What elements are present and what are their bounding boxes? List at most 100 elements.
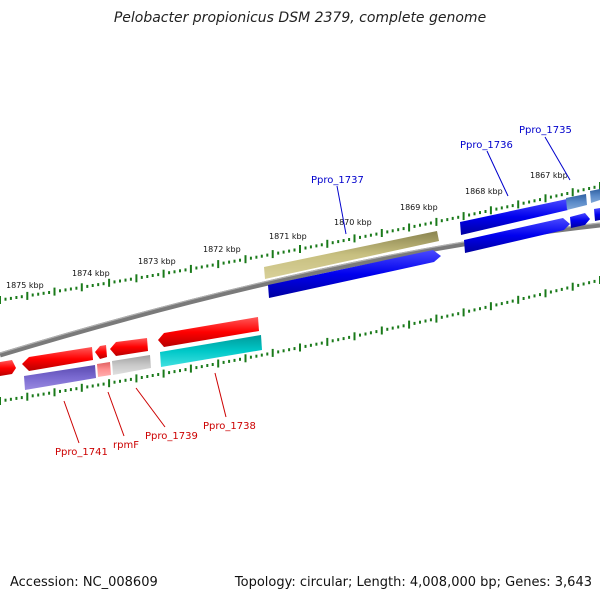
scale-tick [75, 387, 78, 391]
scale-tick [168, 371, 171, 375]
scale-tick [375, 330, 378, 334]
gene-ppro-1738-cog-feature[interactable] [160, 335, 262, 367]
scale-tick [211, 263, 214, 267]
scale-tick [91, 284, 94, 287]
gene-ppro-1735-strand-feature[interactable] [570, 213, 590, 228]
scale-tick [179, 269, 181, 273]
gene-label-ppro-1738[interactable]: Ppro_1738 [203, 421, 256, 432]
scale-tick [173, 270, 176, 274]
gene-ppro-1736-feature[interactable] [460, 199, 568, 235]
scale-tick [326, 239, 329, 248]
gene-ppro-1739-feature[interactable] [110, 338, 148, 356]
scale-tick [26, 392, 29, 401]
scale-tick [391, 326, 394, 330]
scale-tick [468, 213, 471, 217]
scale-tick [0, 296, 1, 304]
scale-tick [129, 377, 132, 381]
scale-label-1869: 1869 kbp [400, 203, 438, 212]
scale-tick [228, 359, 231, 363]
scale-tick [479, 307, 481, 311]
scale-tick [533, 199, 536, 203]
leader-ppro-1737 [336, 185, 347, 235]
scale-tick [140, 376, 143, 379]
scale-tick [440, 315, 443, 319]
scale-tick [200, 365, 203, 369]
gene-label-ppro-1735[interactable]: Ppro_1735 [519, 125, 572, 136]
leader-ppro-1736 [486, 150, 509, 197]
scale-tick [528, 295, 531, 299]
scale-tick [135, 274, 138, 283]
scale-tick [304, 344, 307, 348]
scale-tick [331, 339, 334, 343]
gene-far-right-strand-feature[interactable] [594, 208, 600, 221]
scale-tick [135, 374, 138, 383]
scale-tick [484, 305, 487, 309]
scale-tick [560, 193, 563, 197]
scale-tick [239, 258, 241, 262]
scale-tick [451, 313, 454, 317]
gene-label-ppro-1737[interactable]: Ppro_1737 [311, 175, 364, 186]
gene-far-right-top-feature[interactable] [590, 189, 600, 203]
gene-left-edge-feature[interactable] [0, 360, 16, 376]
scale-tick [293, 248, 296, 252]
scale-tick [233, 259, 236, 263]
gene-ppro-1736-strand-feature[interactable] [464, 218, 570, 253]
gene-ppro-1741-cog-feature[interactable] [24, 365, 96, 390]
gene-label-ppro-1736[interactable]: Ppro_1736 [460, 140, 513, 151]
scale-tick [184, 368, 187, 372]
scale-tick [42, 291, 45, 295]
scale-tick [539, 293, 541, 297]
gene-label-ppro-1741[interactable]: Ppro_1741 [55, 447, 108, 458]
gene-label-rpmf[interactable]: rpmF [113, 440, 139, 451]
scale-tick [533, 294, 536, 298]
scale-tick [86, 284, 89, 288]
scale-tick [37, 393, 40, 397]
scale-tick [484, 210, 487, 213]
scale-tick [320, 341, 323, 345]
scale-tick [506, 300, 509, 304]
gene-ppro-1737-strand-feature[interactable] [268, 250, 441, 298]
scale-tick [124, 378, 127, 382]
scale-tick [380, 326, 383, 335]
scale-tick [413, 224, 416, 228]
scale-tick [566, 192, 569, 195]
scale-tick [299, 343, 301, 352]
scale-label-1872: 1872 kbp [203, 245, 241, 254]
scale-tick [0, 397, 1, 405]
scale-tick [571, 282, 574, 291]
scale-tick [593, 185, 596, 189]
gene-ppro-1739-cog-feature[interactable] [112, 355, 151, 375]
gene-rpmf-cog-feature[interactable] [97, 362, 111, 377]
scale-tick [473, 308, 476, 312]
scale-tick [451, 216, 454, 220]
scale-tick [522, 297, 525, 300]
gene-ppro-1737-feature[interactable] [264, 231, 439, 279]
gene-label-ppro-1739[interactable]: Ppro_1739 [145, 431, 198, 442]
scale-tick [386, 327, 389, 331]
gene-rpmf-feature[interactable] [95, 345, 107, 359]
scale-tick [397, 228, 400, 232]
scale-tick [331, 241, 334, 245]
scale-tick [26, 291, 29, 300]
scale-tick [31, 293, 34, 297]
scale-tick [359, 333, 361, 337]
scale-tick [97, 383, 100, 387]
gene-ppro-1741-feature[interactable] [22, 347, 93, 371]
scale-tick [140, 275, 143, 279]
scale-tick [9, 296, 12, 300]
scale-tick [15, 396, 18, 400]
scale-tick [157, 273, 160, 277]
scale-tick [4, 398, 7, 402]
scale-tick [228, 260, 231, 264]
scale-tick [380, 229, 383, 237]
gene-ppro-1738-feature[interactable] [158, 317, 259, 347]
leader-ppro-1735 [544, 136, 571, 181]
scale-tick [424, 319, 427, 323]
scale-tick [462, 308, 465, 317]
leader-ppro-1741 [63, 400, 80, 444]
gene-ppro-1735-feature[interactable] [566, 194, 587, 210]
genome-summary-text: Topology: circular; Length: 4,008,000 bp… [234, 575, 592, 590]
scale-tick [244, 354, 247, 363]
scale-tick [31, 394, 34, 398]
